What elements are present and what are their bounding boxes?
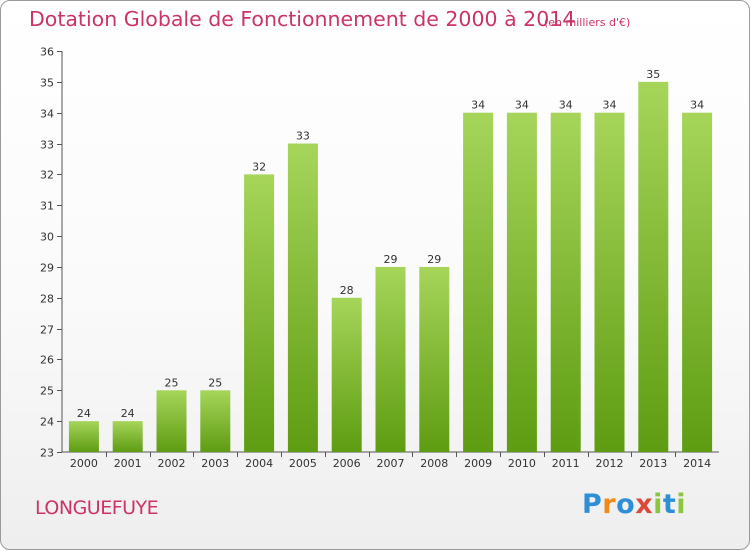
x-tick-label: 2014 [683,457,711,470]
bar [463,112,494,452]
bar [419,266,450,452]
y-tick-label: 35 [40,77,54,90]
data-label: 32 [252,160,266,173]
bar [156,390,187,452]
data-label: 25 [208,376,222,389]
chart-title: Dotation Globale de Fonctionnement de 20… [29,7,576,31]
data-label: 29 [427,253,441,266]
chart-unit-note: (en milliers d'€) [544,16,631,29]
logo-letter: o [616,489,636,520]
bar [506,112,537,452]
bar [638,81,669,452]
bar [550,112,581,452]
bar [594,112,625,452]
x-tick-label: 2012 [596,457,624,470]
data-label: 33 [296,130,310,143]
y-tick-label: 33 [40,139,54,152]
y-tick-label: 24 [40,416,54,429]
data-label: 34 [690,99,704,112]
bar [244,174,275,452]
y-tick-label: 28 [40,293,54,306]
x-tick-label: 2013 [639,457,667,470]
data-label: 35 [646,68,660,81]
data-label: 34 [515,99,529,112]
data-label: 29 [384,253,398,266]
x-tick-label: 2011 [552,457,580,470]
bar [682,112,713,452]
data-label: 28 [340,284,354,297]
logo-letter: P [582,489,603,520]
x-tick-label: 2001 [114,457,142,470]
bar [68,421,99,452]
x-tick-label: 2008 [420,457,448,470]
data-label: 25 [165,376,179,389]
y-tick-label: 27 [40,324,54,337]
data-label: 24 [121,407,135,420]
logo-letter: t [662,489,677,520]
bar [287,143,318,453]
proxiti-logo: Proxiti [582,489,686,520]
y-tick-label: 30 [40,231,54,244]
x-tick-label: 2005 [289,457,317,470]
x-tick-label: 2003 [201,457,229,470]
bar [331,297,362,452]
logo-letter: x [635,489,654,520]
y-tick-label: 31 [40,200,54,213]
commune-name: LONGUEFUYE [35,497,159,519]
x-tick-label: 2000 [70,457,98,470]
data-label: 34 [603,99,617,112]
y-tick-label: 26 [40,354,54,367]
x-tick-label: 2007 [377,457,405,470]
logo-letter: r [602,489,617,520]
x-tick-label: 2010 [508,457,536,470]
data-label: 24 [77,407,91,420]
y-tick-label: 32 [40,169,54,182]
data-label: 34 [559,99,573,112]
x-tick-label: 2009 [464,457,492,470]
y-tick-label: 25 [40,385,54,398]
data-label: 34 [471,99,485,112]
bar [375,266,406,452]
y-tick-label: 36 [40,46,54,59]
y-tick-label: 29 [40,262,54,275]
x-tick-label: 2004 [245,457,273,470]
bar [112,421,143,452]
y-tick-label: 34 [40,108,54,121]
bar [200,390,231,452]
logo-letter: i [676,489,687,520]
x-tick-label: 2006 [333,457,361,470]
y-tick-label: 23 [40,447,54,460]
logo-letter: i [653,489,663,520]
x-tick-label: 2002 [158,457,186,470]
